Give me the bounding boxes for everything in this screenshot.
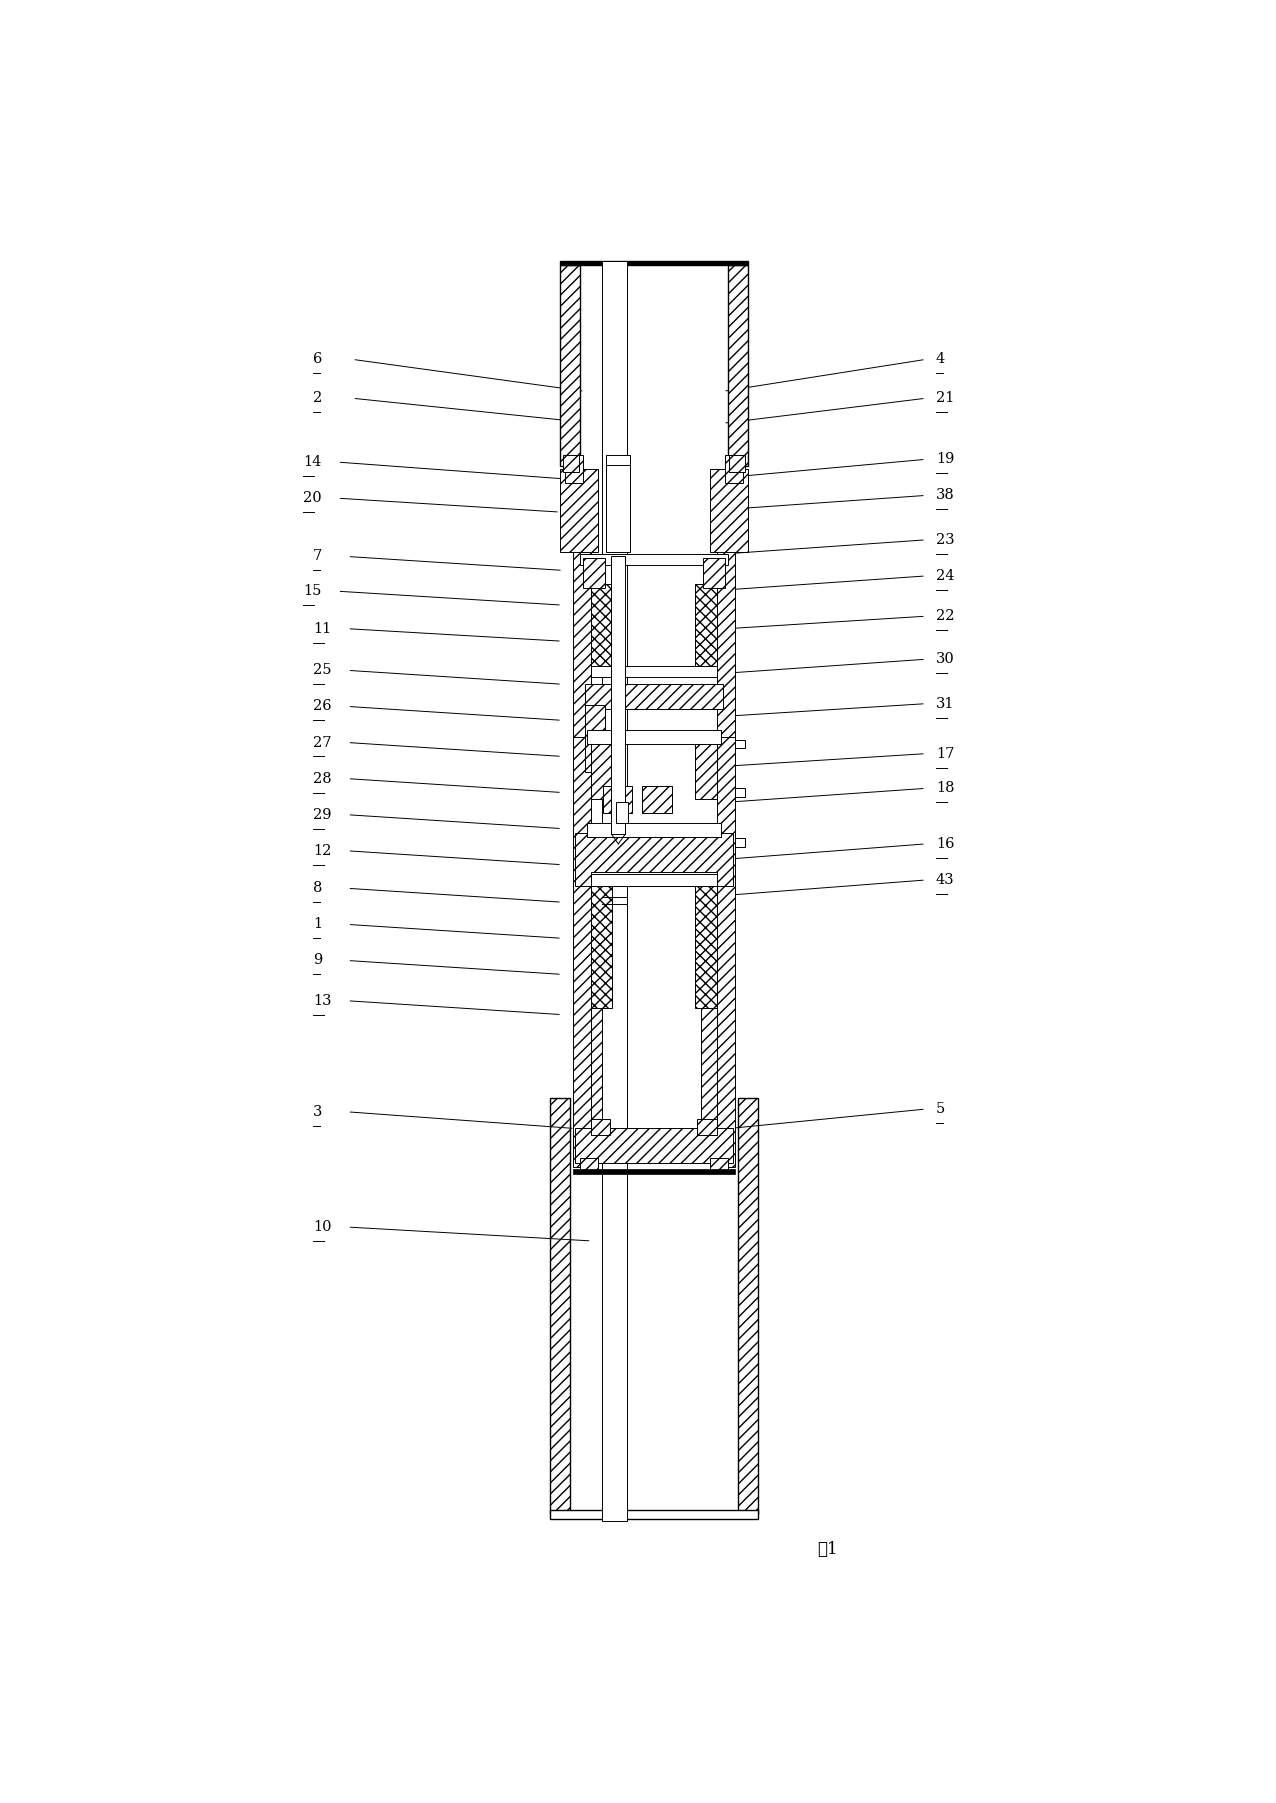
- Bar: [725, 454, 743, 483]
- Bar: [583, 557, 605, 588]
- Text: 27: 27: [313, 736, 332, 750]
- Bar: [550, 1511, 758, 1518]
- Bar: [591, 584, 612, 667]
- Text: 19: 19: [935, 453, 954, 467]
- Text: 15: 15: [302, 584, 322, 599]
- Text: 12: 12: [313, 844, 332, 858]
- Bar: [587, 730, 721, 745]
- Bar: [605, 709, 703, 772]
- Bar: [563, 454, 579, 472]
- Bar: [695, 584, 717, 667]
- Bar: [642, 786, 671, 813]
- Text: 16: 16: [935, 837, 954, 851]
- Bar: [711, 469, 748, 552]
- Text: 3: 3: [313, 1105, 322, 1120]
- Text: 1: 1: [313, 918, 322, 932]
- Bar: [579, 1158, 597, 1172]
- Text: 4: 4: [935, 352, 946, 366]
- Bar: [738, 1098, 758, 1515]
- Bar: [616, 802, 628, 822]
- Bar: [606, 883, 702, 1125]
- Bar: [573, 1168, 735, 1174]
- Text: 22: 22: [935, 609, 954, 624]
- Bar: [703, 557, 725, 588]
- Bar: [711, 1158, 729, 1172]
- Text: 13: 13: [313, 993, 332, 1008]
- Text: 24: 24: [935, 570, 954, 582]
- Bar: [606, 465, 630, 552]
- Bar: [550, 1098, 570, 1515]
- Text: 38: 38: [935, 489, 954, 503]
- Text: 9: 9: [313, 954, 322, 968]
- Text: 图1: 图1: [817, 1540, 837, 1558]
- Text: 23: 23: [935, 534, 954, 546]
- Bar: [717, 543, 735, 772]
- Bar: [735, 788, 745, 797]
- Bar: [606, 454, 630, 469]
- Bar: [591, 1118, 610, 1136]
- Text: 7: 7: [313, 550, 322, 564]
- Bar: [560, 265, 579, 467]
- Bar: [591, 741, 612, 799]
- Text: 26: 26: [313, 700, 332, 714]
- Bar: [729, 265, 748, 467]
- Text: 29: 29: [313, 808, 332, 822]
- Bar: [584, 705, 605, 772]
- Bar: [735, 739, 745, 748]
- Text: 8: 8: [313, 882, 322, 896]
- Bar: [591, 883, 606, 1125]
- Bar: [591, 874, 717, 885]
- Text: 20: 20: [302, 490, 322, 505]
- Text: 11: 11: [313, 622, 330, 636]
- Text: 25: 25: [313, 664, 332, 678]
- Text: 18: 18: [935, 781, 954, 795]
- Bar: [735, 838, 745, 847]
- Text: 6: 6: [313, 352, 322, 366]
- Bar: [560, 469, 597, 552]
- Bar: [570, 1098, 738, 1515]
- Bar: [729, 454, 745, 472]
- Bar: [702, 883, 717, 1125]
- Bar: [695, 883, 717, 1008]
- Text: 30: 30: [935, 653, 954, 667]
- Bar: [565, 454, 583, 483]
- Bar: [579, 554, 729, 564]
- Bar: [591, 665, 717, 678]
- Bar: [591, 883, 612, 1008]
- Bar: [574, 833, 732, 885]
- Text: 21: 21: [935, 391, 954, 406]
- Bar: [698, 1118, 717, 1136]
- Text: 17: 17: [935, 746, 954, 761]
- Text: 2: 2: [313, 391, 322, 406]
- Bar: [611, 557, 625, 835]
- Text: 43: 43: [935, 873, 954, 887]
- Bar: [573, 737, 591, 1167]
- Bar: [695, 741, 717, 799]
- Text: 31: 31: [935, 696, 954, 710]
- Bar: [717, 737, 735, 1167]
- Bar: [560, 261, 748, 265]
- Bar: [591, 871, 717, 885]
- Bar: [573, 543, 591, 772]
- Text: 14: 14: [302, 454, 322, 469]
- Text: 28: 28: [313, 772, 332, 786]
- Bar: [602, 786, 632, 813]
- Bar: [579, 265, 729, 467]
- Bar: [587, 822, 721, 837]
- Text: 5: 5: [935, 1102, 946, 1116]
- Bar: [601, 261, 628, 1522]
- Bar: [574, 1129, 732, 1163]
- Text: 10: 10: [313, 1221, 332, 1233]
- Bar: [584, 683, 723, 709]
